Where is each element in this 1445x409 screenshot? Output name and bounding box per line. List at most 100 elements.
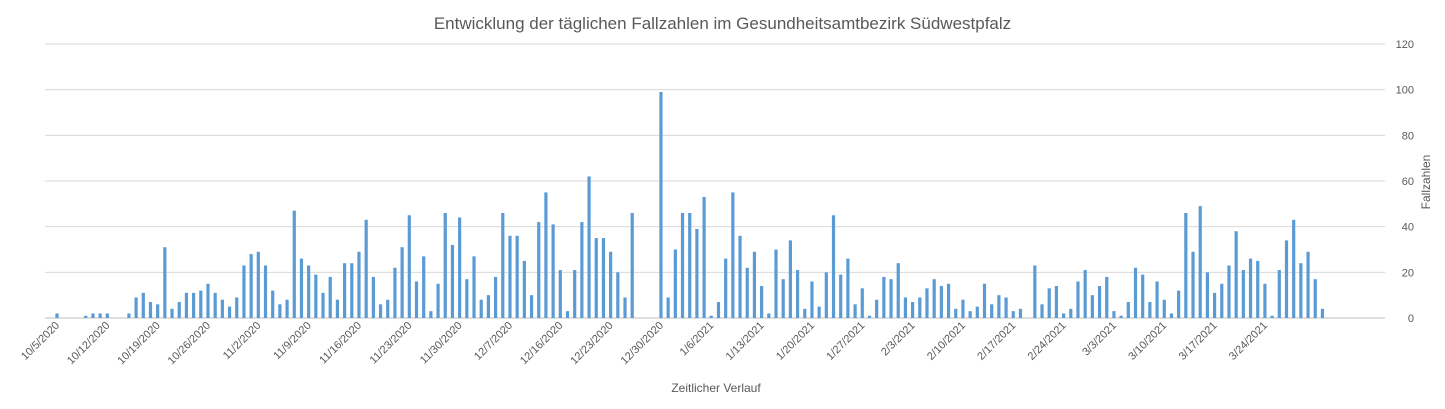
bar bbox=[558, 270, 562, 318]
bar bbox=[429, 311, 433, 318]
bar bbox=[1313, 279, 1317, 318]
bar bbox=[515, 235, 519, 318]
bar bbox=[1205, 272, 1209, 318]
x-tick-label: 12/16/2020 bbox=[518, 320, 565, 367]
bar bbox=[343, 263, 347, 318]
bar bbox=[1033, 265, 1037, 318]
y-tick-label: 120 bbox=[1396, 39, 1414, 51]
x-tick-label: 1/27/2021 bbox=[824, 320, 867, 363]
bar bbox=[393, 267, 397, 318]
bar bbox=[1234, 231, 1238, 318]
bar bbox=[911, 302, 915, 318]
bar bbox=[839, 274, 843, 318]
bar bbox=[98, 313, 102, 318]
bar bbox=[156, 304, 160, 318]
bar bbox=[946, 283, 951, 318]
bar bbox=[925, 288, 929, 318]
bar bbox=[853, 304, 857, 318]
bar bbox=[875, 299, 879, 318]
x-axis-ticks: 10/5/2020 10/12/2020 10/19/2020 10/26/2020 1… bbox=[19, 320, 1270, 367]
bar bbox=[1018, 308, 1023, 318]
bar bbox=[867, 315, 872, 318]
bar bbox=[1162, 299, 1166, 318]
bar bbox=[199, 290, 203, 318]
bar bbox=[55, 313, 59, 318]
bar bbox=[903, 297, 908, 318]
bar bbox=[767, 313, 771, 318]
bar bbox=[544, 192, 548, 318]
bar bbox=[1320, 308, 1325, 318]
bar bbox=[882, 276, 886, 318]
bar bbox=[846, 258, 850, 318]
bar bbox=[220, 299, 224, 318]
bar bbox=[285, 299, 289, 318]
bar bbox=[774, 249, 778, 318]
bar bbox=[1241, 270, 1245, 318]
bar bbox=[939, 286, 943, 318]
bar bbox=[609, 251, 613, 318]
bar bbox=[472, 256, 476, 318]
bar bbox=[1177, 290, 1181, 318]
bar bbox=[249, 254, 253, 318]
bar bbox=[601, 238, 606, 318]
y-tick-label: 40 bbox=[1402, 222, 1414, 234]
bar bbox=[292, 210, 296, 318]
bar bbox=[242, 265, 246, 318]
bar bbox=[1011, 311, 1015, 318]
x-tick-label: 2/10/2021 bbox=[925, 320, 968, 363]
bar bbox=[1212, 292, 1217, 318]
bar bbox=[443, 212, 447, 318]
bar bbox=[565, 311, 570, 318]
bar bbox=[889, 279, 893, 318]
bar bbox=[328, 276, 332, 318]
bar bbox=[760, 286, 764, 318]
x-tick-label: 11/16/2020 bbox=[317, 320, 364, 367]
bar bbox=[896, 263, 900, 318]
bar bbox=[1227, 265, 1231, 318]
bar bbox=[206, 283, 210, 318]
bar bbox=[1191, 251, 1195, 318]
bar bbox=[508, 235, 512, 318]
chart-title: Entwicklung der täglichen Fallzahlen im … bbox=[433, 14, 1012, 33]
bar bbox=[184, 292, 189, 318]
bar bbox=[335, 299, 340, 318]
x-tick-label: 11/2/2020 bbox=[221, 320, 264, 363]
bar bbox=[630, 212, 634, 318]
bar bbox=[486, 295, 490, 318]
x-tick-label: 1/13/2021 bbox=[724, 320, 767, 363]
bar bbox=[1119, 315, 1123, 318]
x-tick-label: 12/23/2020 bbox=[568, 320, 615, 367]
bar bbox=[745, 267, 749, 318]
x-tick-label: 11/23/2020 bbox=[368, 320, 415, 367]
x-axis-label: Zeitlicher Verlauf bbox=[671, 381, 761, 395]
x-tick-label: 10/19/2020 bbox=[115, 320, 162, 367]
bar bbox=[84, 315, 88, 318]
bar bbox=[990, 304, 994, 318]
y-tick-label: 100 bbox=[1396, 85, 1414, 97]
bar bbox=[731, 192, 735, 318]
bar bbox=[271, 290, 275, 318]
bar bbox=[1292, 219, 1296, 318]
bar bbox=[781, 279, 785, 318]
bar bbox=[1141, 274, 1145, 318]
bar bbox=[465, 279, 469, 318]
bar bbox=[127, 313, 131, 318]
y-tick-label: 80 bbox=[1402, 130, 1414, 142]
bar bbox=[321, 292, 325, 318]
bar bbox=[673, 249, 677, 318]
bar bbox=[1083, 270, 1087, 318]
x-tick-label: 2/24/2021 bbox=[1026, 320, 1069, 363]
bar bbox=[1054, 286, 1059, 318]
bar bbox=[616, 272, 620, 318]
bar bbox=[422, 256, 426, 318]
bar bbox=[141, 292, 145, 318]
bar bbox=[1220, 283, 1224, 318]
bar bbox=[752, 251, 757, 318]
bar bbox=[450, 244, 455, 318]
x-tick-label: 1/20/2021 bbox=[774, 320, 817, 363]
bar bbox=[702, 196, 706, 318]
bar bbox=[364, 219, 368, 318]
bar bbox=[1184, 212, 1188, 318]
bar bbox=[91, 313, 95, 318]
